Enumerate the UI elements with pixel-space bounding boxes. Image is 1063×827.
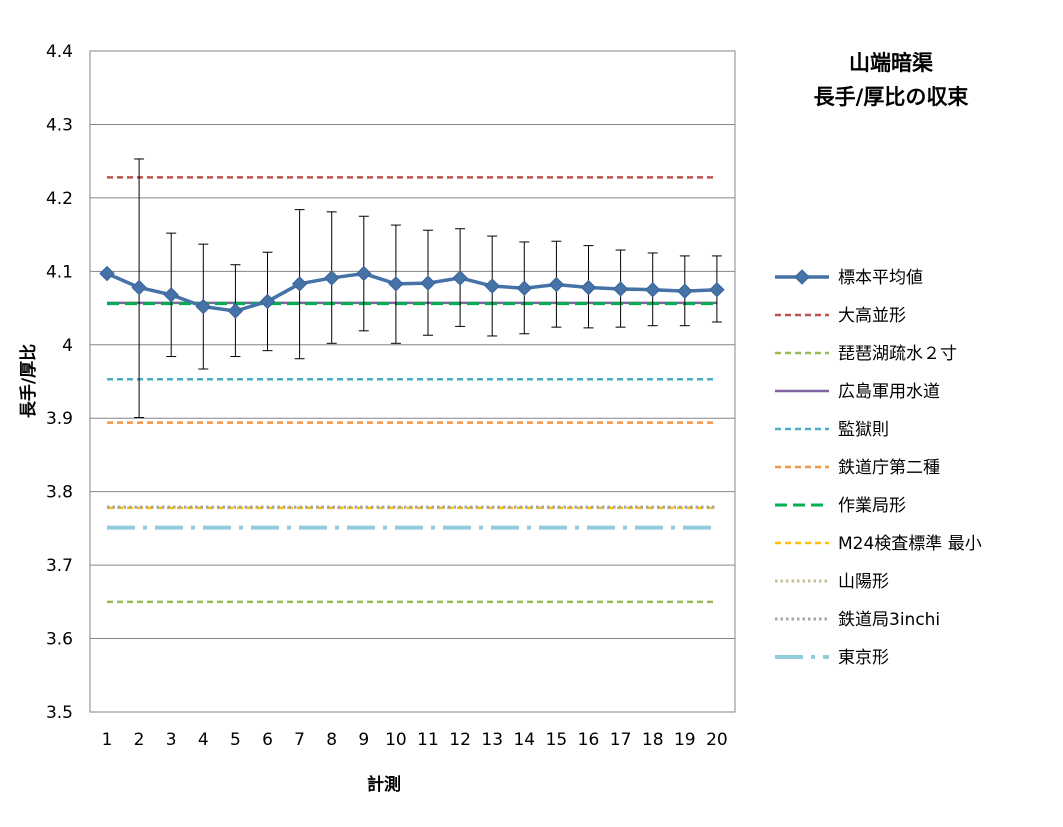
y-tick-label: 3.5 bbox=[46, 703, 73, 723]
x-tick-label: 13 bbox=[481, 730, 503, 750]
legend-entry-label: 山陽形 bbox=[838, 572, 889, 592]
legend-entry-label: 作業局形 bbox=[838, 496, 906, 516]
legend-entry-label: M24検査標準 最小 bbox=[838, 534, 982, 554]
x-tick-label: 5 bbox=[230, 730, 241, 750]
data-point bbox=[291, 276, 308, 292]
x-tick-label: 7 bbox=[294, 730, 305, 750]
data-point bbox=[356, 265, 372, 282]
y-axis-ticks: 3.5 3.6 3.7 3.8 3.9 4 4.1 4.2 4.3 4.4 bbox=[46, 42, 73, 723]
plot-area bbox=[89, 50, 736, 713]
legend-entry-label: 監獄則 bbox=[838, 420, 889, 440]
x-tick-label: 8 bbox=[326, 730, 337, 750]
y-tick-label: 3.7 bbox=[46, 556, 73, 576]
y-tick-label: 3.6 bbox=[46, 630, 73, 650]
legend-entry-label: 琵琶湖疏水２寸 bbox=[838, 344, 957, 364]
chart-title-line1: 山端暗渠 bbox=[849, 51, 933, 75]
gridlines bbox=[90, 123, 735, 640]
y-tick-label: 4 bbox=[62, 336, 73, 356]
data-point bbox=[195, 298, 212, 315]
data-point bbox=[709, 281, 725, 298]
x-tick-label: 11 bbox=[417, 730, 439, 750]
x-axis-ticks: 1 2 3 4 5 6 7 8 9 10 11 12 13 14 15 16 17 18 19 20 bbox=[102, 730, 728, 750]
x-tick-label: 2 bbox=[134, 730, 145, 750]
legend-entry-label: 大高並形 bbox=[838, 306, 906, 326]
x-tick-label: 20 bbox=[706, 730, 728, 750]
data-point bbox=[163, 287, 179, 303]
y-tick-label: 3.9 bbox=[46, 409, 73, 429]
y-tick-label: 4.3 bbox=[46, 115, 73, 135]
x-tick-label: 3 bbox=[166, 730, 177, 750]
data-point bbox=[323, 270, 340, 286]
y-tick-label: 4.1 bbox=[46, 262, 73, 282]
x-tick-label: 17 bbox=[610, 730, 632, 750]
x-tick-label: 10 bbox=[385, 730, 407, 750]
x-tick-label: 12 bbox=[449, 730, 471, 750]
data-point bbox=[677, 283, 693, 299]
legend-entry-label: 広島軍用水道 bbox=[838, 382, 940, 402]
series-sample-mean bbox=[99, 265, 725, 319]
data-point bbox=[644, 281, 661, 298]
data-point bbox=[580, 279, 597, 296]
x-axis-label: 計測 bbox=[367, 774, 401, 795]
legend-marker bbox=[794, 269, 810, 285]
legend-entry-label: 標本平均値 bbox=[838, 268, 923, 288]
data-point bbox=[516, 280, 533, 296]
y-axis-label: 長手/厚比 bbox=[18, 344, 39, 418]
data-point bbox=[452, 270, 468, 286]
data-point bbox=[548, 276, 565, 293]
data-point bbox=[227, 303, 244, 319]
y-tick-label: 4.4 bbox=[46, 42, 73, 62]
x-tick-label: 6 bbox=[262, 730, 273, 750]
legend-entry-label: 東京形 bbox=[838, 648, 889, 668]
reference-lines bbox=[107, 176, 717, 604]
y-tick-label: 4.2 bbox=[46, 189, 73, 209]
data-point bbox=[484, 278, 500, 294]
x-tick-label: 16 bbox=[578, 730, 600, 750]
legend-entry-label: 鉄道局3inchi bbox=[838, 610, 940, 630]
legend-entry-label: 鉄道庁第二種 bbox=[838, 458, 940, 478]
data-point bbox=[99, 265, 115, 282]
y-tick-label: 3.8 bbox=[46, 483, 73, 503]
x-tick-label: 15 bbox=[546, 730, 568, 750]
x-tick-label: 18 bbox=[642, 730, 664, 750]
x-tick-label: 4 bbox=[198, 730, 209, 750]
x-tick-label: 9 bbox=[358, 730, 369, 750]
data-point bbox=[388, 276, 404, 292]
data-point bbox=[131, 279, 147, 296]
data-point bbox=[612, 281, 629, 297]
data-point bbox=[259, 293, 276, 310]
x-tick-label: 14 bbox=[513, 730, 535, 750]
chart-title-line2: 長手/厚比の収束 bbox=[814, 85, 970, 109]
x-tick-label: 1 bbox=[102, 730, 113, 750]
x-tick-label: 19 bbox=[674, 730, 696, 750]
data-point bbox=[420, 275, 436, 291]
